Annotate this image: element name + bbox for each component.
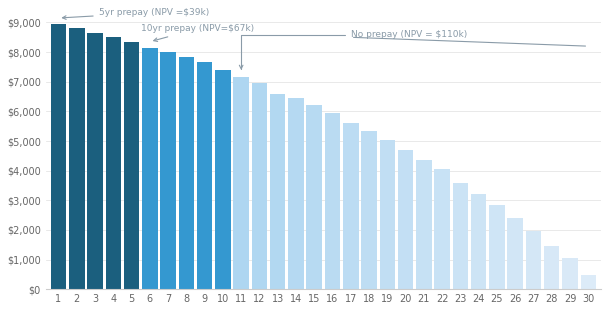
Bar bbox=[50, 24, 66, 289]
Text: 5yr prepay (NPV =$39k): 5yr prepay (NPV =$39k) bbox=[63, 8, 209, 19]
Bar bbox=[343, 123, 359, 289]
Bar bbox=[508, 218, 523, 289]
Bar bbox=[288, 98, 304, 289]
Bar bbox=[416, 160, 432, 289]
Bar bbox=[526, 231, 541, 289]
Bar bbox=[544, 246, 559, 289]
Bar bbox=[124, 42, 139, 289]
Bar bbox=[252, 83, 267, 289]
Bar bbox=[398, 150, 413, 289]
Bar bbox=[361, 131, 377, 289]
Bar bbox=[379, 140, 395, 289]
Bar bbox=[325, 113, 340, 289]
Bar bbox=[197, 63, 212, 289]
Bar bbox=[562, 258, 578, 289]
Bar bbox=[87, 33, 103, 289]
Bar bbox=[233, 77, 249, 289]
Bar bbox=[581, 275, 596, 289]
Bar bbox=[179, 57, 194, 289]
Bar bbox=[489, 205, 505, 289]
Text: No prepay (NPV = $110k): No prepay (NPV = $110k) bbox=[240, 30, 467, 69]
Bar bbox=[471, 194, 486, 289]
Bar bbox=[106, 37, 121, 289]
Bar bbox=[452, 183, 468, 289]
Bar bbox=[161, 52, 176, 289]
Bar bbox=[270, 94, 286, 289]
Bar bbox=[434, 169, 450, 289]
Bar bbox=[215, 70, 230, 289]
Text: 10yr prepay (NPV=$67k): 10yr prepay (NPV=$67k) bbox=[140, 24, 254, 41]
Bar bbox=[69, 28, 85, 289]
Bar bbox=[306, 105, 322, 289]
Bar bbox=[142, 48, 157, 289]
